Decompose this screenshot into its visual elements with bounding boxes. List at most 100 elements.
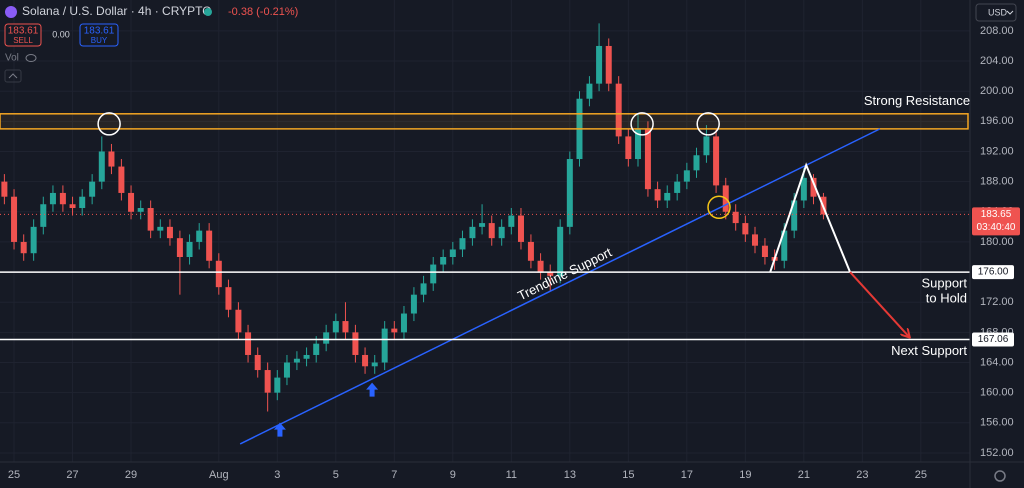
candle-body [69,204,76,209]
candle-body [634,128,641,160]
candle-body [128,192,135,212]
candle-body [30,226,37,254]
candle-body [362,354,369,367]
candle-body [215,260,222,288]
x-tick-label: 3 [274,469,280,481]
buy-price: 183.61 [84,26,115,37]
candle-body [566,159,573,227]
candle-body [118,166,125,193]
level-label: to Hold [926,291,967,306]
candle-body [137,208,144,212]
resistance-zone [0,113,969,130]
candle-body [342,321,349,333]
candle-body [254,354,261,371]
y-tick-label: 164.00 [980,356,1014,368]
candle-body [459,238,466,250]
candle-body [488,223,495,239]
collapse-button[interactable] [4,69,22,83]
candle-body [186,241,193,258]
y-tick-label: 188.00 [980,176,1014,188]
x-tick-label: 5 [333,469,339,481]
candle-body [225,287,232,310]
candle-body [420,283,427,295]
highlight-circle [630,112,654,136]
candle-body [264,370,271,393]
candle-body [147,208,154,231]
candle-body [625,136,632,160]
x-tick-label: 15 [622,469,634,481]
last-price-label: 183.65 [981,209,1012,220]
visibility-icon[interactable] [25,54,37,62]
y-tick-label: 192.00 [980,145,1014,157]
x-tick-label: 25 [915,469,927,481]
candle-body [11,196,18,242]
x-tick-label: 19 [739,469,751,481]
candle-body [479,223,486,227]
candle-body [274,377,281,393]
resistance-label: Strong Resistance [864,93,970,108]
currency: USD [988,7,1008,17]
last-price-tag [972,207,1020,236]
candle-body [98,151,105,182]
x-tick-label: 21 [798,469,810,481]
x-tick-label: 27 [66,469,78,481]
touch-arrow [366,382,379,397]
y-tick-label: 200.00 [980,85,1014,97]
touch-arrow [273,422,286,437]
candle-body [371,362,378,367]
level-tag [972,265,1014,280]
y-tick-label: 160.00 [980,387,1014,399]
y-tick-label: 204.00 [980,55,1014,67]
level-tag-label: 176.00 [978,267,1009,278]
sell-price: 183.61 [8,26,39,37]
candle-body [596,45,603,84]
buy-button[interactable] [79,23,119,47]
y-tick-label: 156.00 [980,417,1014,429]
candle-body [810,177,817,197]
settings-button[interactable] [994,470,1006,482]
candle-body [352,332,359,355]
candle-body [751,234,758,246]
currency-button[interactable] [975,3,1017,22]
candle-body [157,226,164,231]
candle-body [196,230,203,242]
x-tick-label: 13 [564,469,576,481]
x-tick-label: 7 [391,469,397,481]
candle-body [206,230,213,261]
symbol-title: Solana / U.S. Dollar · 4h · CRYPTO [22,4,212,18]
currency-caret [1006,10,1014,15]
x-tick-label: 25 [8,469,20,481]
level-label: Support [921,276,967,291]
candle-body [89,181,96,197]
candle-body [498,226,505,239]
x-tick-label: 11 [506,469,517,481]
level-tag-label: 167.06 [978,334,1009,345]
x-tick-label: 29 [125,469,137,481]
price-axis-bg [970,0,1024,488]
candle-body [410,294,417,314]
candle-body [40,204,47,227]
sell-button[interactable] [4,23,42,47]
candle-body [800,177,807,201]
candle-body [615,83,622,137]
candle-body [381,328,388,363]
candle-body [430,264,437,284]
candle-body [761,245,768,258]
candle-body [400,313,407,333]
x-tick-label: 17 [681,469,693,481]
volume-label: Vol [5,53,19,64]
candle-body [586,83,593,99]
candle-body [469,226,476,239]
candle-body [605,45,612,84]
highlight-circle [97,112,121,136]
candle-body [527,241,534,261]
level-label: Next Support [891,343,967,358]
sell-label: SELL [13,36,33,45]
candle-body [449,249,456,258]
collapse-icon [8,73,18,79]
candle-body [108,151,115,167]
candle-body [693,155,700,171]
candle-body [1,181,8,197]
candle-body [323,332,330,344]
